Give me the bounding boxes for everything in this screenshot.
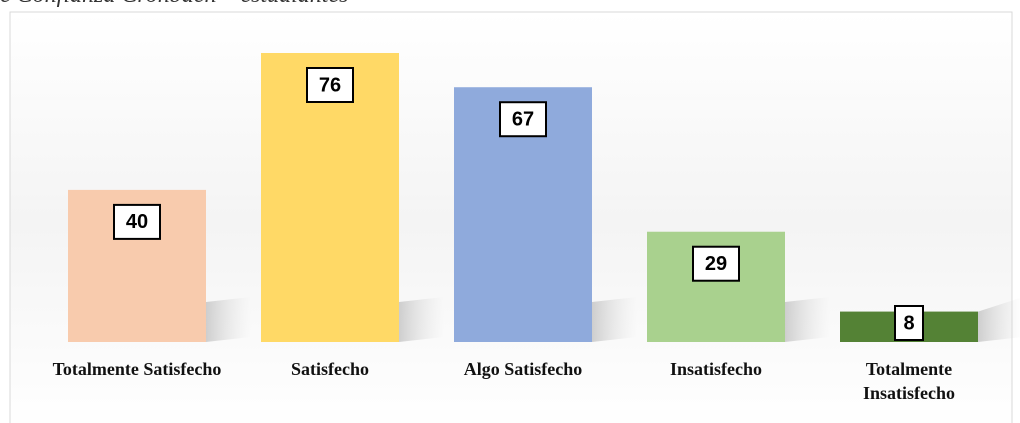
bar-shadow <box>399 297 444 342</box>
data-label: 40 <box>126 211 148 233</box>
data-label-box <box>894 305 924 341</box>
data-label: 67 <box>512 109 534 131</box>
data-label-box <box>113 203 161 240</box>
bar-shadow <box>785 297 830 342</box>
bar-shadow <box>978 297 1020 342</box>
x-tick-label: Totalmente Satisfecho <box>52 359 222 379</box>
bar-shadow <box>206 297 251 342</box>
data-label: 76 <box>319 74 341 96</box>
x-tick-label: Insatisfecho <box>669 359 762 379</box>
data-label: 29 <box>705 253 727 275</box>
data-label: 8 <box>903 312 914 334</box>
bar-shadow <box>592 297 637 342</box>
data-label-box <box>306 67 354 103</box>
data-label-box <box>692 245 740 282</box>
data-label-box <box>499 101 547 138</box>
x-tick-label: Totalmente Insatisfecho <box>862 359 955 403</box>
x-tick-label: Algo Satisfecho <box>463 359 583 379</box>
x-tick-label: Satisfecho <box>291 359 369 379</box>
chart-title: e Confianza Cronbach – estudiantes <box>0 0 348 8</box>
